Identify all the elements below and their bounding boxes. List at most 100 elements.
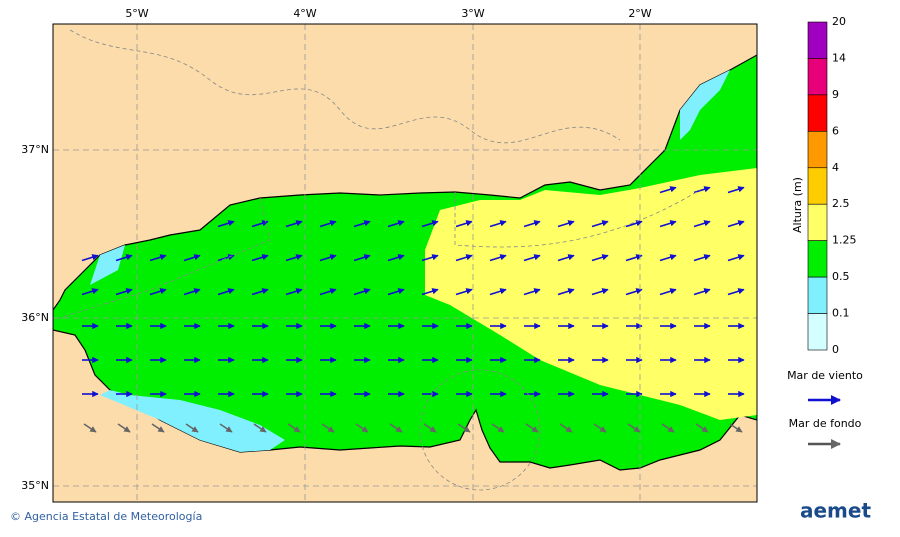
arrow <box>489 254 507 262</box>
arrows <box>81 186 745 433</box>
arrow <box>625 254 643 262</box>
arrow <box>217 220 235 228</box>
arrow <box>523 220 541 228</box>
colorbar-swatch <box>807 240 828 278</box>
colorbar-label: 1.25 <box>832 234 857 247</box>
colorbar-swatch <box>807 58 828 96</box>
arrow <box>659 186 677 194</box>
arrow <box>81 254 99 262</box>
arrow <box>455 220 473 228</box>
colorbar-title: Altura (m) <box>791 177 804 233</box>
arrow <box>285 288 303 296</box>
arrow <box>695 423 709 433</box>
arrow <box>183 288 201 296</box>
arrow <box>659 288 677 296</box>
arrow <box>81 288 99 296</box>
arrow <box>421 288 439 296</box>
colorbar-swatch <box>807 21 828 59</box>
arrow <box>251 288 269 296</box>
arrow <box>523 254 541 262</box>
arrow <box>287 423 301 433</box>
arrow <box>83 423 97 433</box>
sea-cyan <box>680 70 730 140</box>
arrow <box>457 423 471 433</box>
arrow <box>355 423 369 433</box>
lat-label: 37°N <box>21 143 49 156</box>
colorbar-swatch <box>807 167 828 205</box>
axis-labels: 5°W 4°W 3°W 2°W 37°N 36°N 35°N <box>21 7 652 492</box>
arrow <box>253 423 267 433</box>
arrow <box>285 220 303 228</box>
colorbar-label: 0.1 <box>832 307 850 320</box>
graticule <box>53 24 757 502</box>
arrow <box>387 220 405 228</box>
arrow <box>693 220 711 228</box>
arrow <box>489 288 507 296</box>
colorbar-swatch <box>807 131 828 169</box>
arrow <box>491 423 505 433</box>
arrow <box>149 288 167 296</box>
arrow <box>693 254 711 262</box>
arrow <box>387 288 405 296</box>
colorbar-label: 9 <box>832 88 839 101</box>
arrow <box>115 254 133 262</box>
arrow <box>185 423 199 433</box>
colorbar-swatch <box>807 313 828 351</box>
arrow <box>593 423 607 433</box>
colorbar-label: 20 <box>832 15 846 28</box>
colorbar-swatch <box>807 276 828 314</box>
logo: aemet <box>800 499 871 523</box>
arrow <box>525 423 539 433</box>
arrow <box>285 254 303 262</box>
arrow <box>321 423 335 433</box>
colorbar: 20 14 9 6 4 2.5 1.25 0.5 0.1 0 <box>807 15 857 356</box>
arrow <box>523 288 541 296</box>
arrow <box>353 254 371 262</box>
sea-cyan <box>100 390 285 452</box>
arrow <box>591 220 609 228</box>
colorbar-label: 4 <box>832 161 839 174</box>
lon-label: 3°W <box>461 7 484 20</box>
lon-label: 4°W <box>293 7 316 20</box>
colorbar-label: 14 <box>832 51 846 64</box>
colorbar-label: 2.5 <box>832 197 850 210</box>
arrow <box>151 423 165 433</box>
arrow <box>727 254 745 262</box>
arrow <box>353 288 371 296</box>
arrow <box>353 220 371 228</box>
arrow <box>693 186 711 194</box>
arrow <box>693 288 711 296</box>
arrow <box>389 423 403 433</box>
colorbar-label: 0.5 <box>832 270 850 283</box>
arrow <box>421 254 439 262</box>
arrow <box>557 254 575 262</box>
colorbar-swatch <box>807 94 828 132</box>
arrow <box>455 288 473 296</box>
arrow <box>219 423 233 433</box>
arrow <box>661 423 675 433</box>
arrow <box>251 220 269 228</box>
arrow <box>591 254 609 262</box>
arrow <box>557 220 575 228</box>
lat-label: 36°N <box>21 311 49 324</box>
arrow <box>319 254 337 262</box>
arrow <box>727 186 745 194</box>
map-area <box>53 24 757 502</box>
arrow <box>149 254 167 262</box>
arrow <box>659 254 677 262</box>
arrow <box>117 423 131 433</box>
sea-cyan <box>90 245 125 285</box>
arrow <box>627 423 641 433</box>
arrow <box>659 220 677 228</box>
arrow <box>557 288 575 296</box>
arrow <box>217 288 235 296</box>
colorbar-swatch <box>807 203 828 241</box>
colorbar-label: 6 <box>832 124 839 137</box>
arrow <box>421 220 439 228</box>
arrow <box>489 220 507 228</box>
arrow <box>251 254 269 262</box>
arrow <box>319 220 337 228</box>
arrow <box>387 254 405 262</box>
arrow <box>727 220 745 228</box>
